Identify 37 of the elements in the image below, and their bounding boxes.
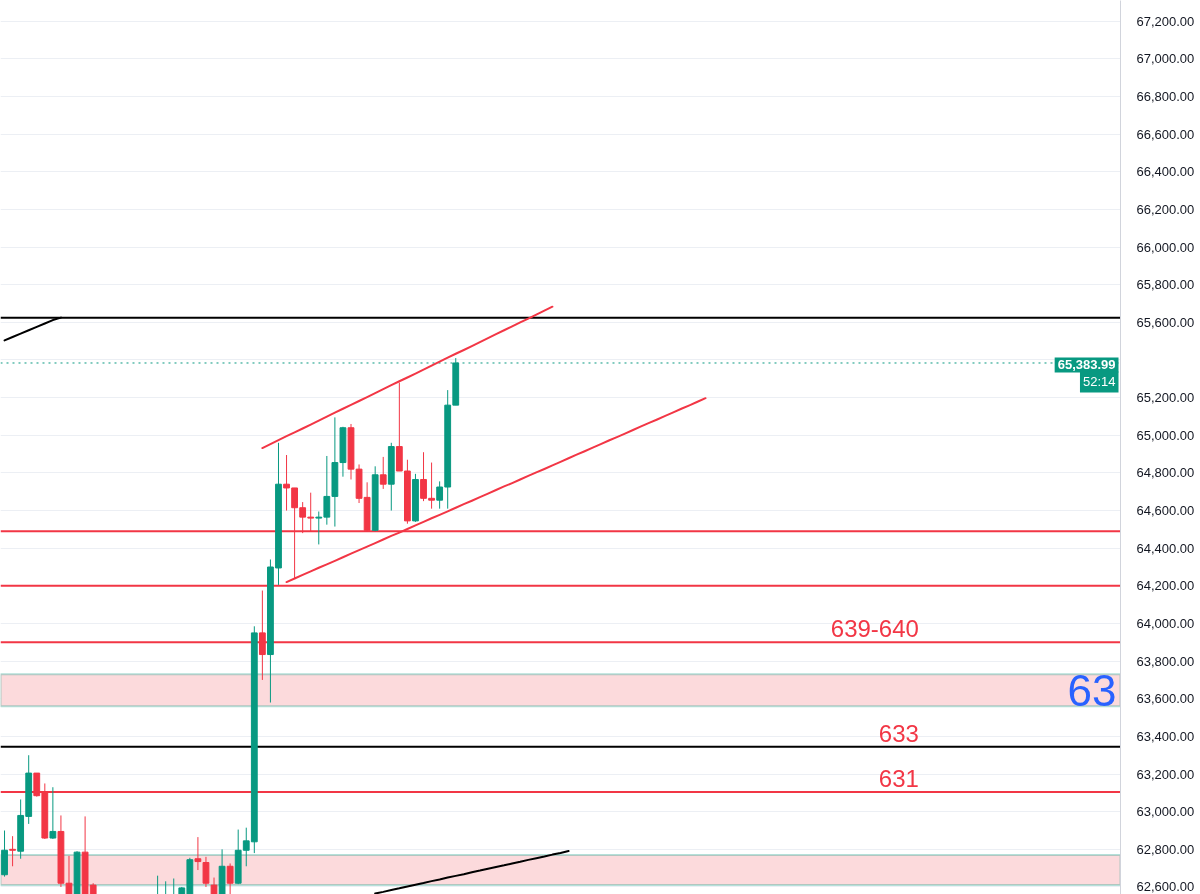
y-tick-label: 66,800.00 bbox=[1136, 88, 1195, 104]
y-tick-label: 65,600.00 bbox=[1136, 314, 1195, 330]
candlestick bbox=[202, 856, 210, 888]
candlestick bbox=[49, 786, 57, 840]
y-tick-label: 67,200.00 bbox=[1136, 13, 1195, 29]
annotation: 633 bbox=[878, 719, 919, 747]
y-tick-label: 66,000.00 bbox=[1136, 239, 1195, 255]
annotation: 639-640 bbox=[830, 615, 919, 643]
y-tick-label: 64,800.00 bbox=[1136, 465, 1195, 481]
y-tick-label: 63,200.00 bbox=[1136, 766, 1195, 782]
candlestick bbox=[379, 456, 387, 490]
ref-line-label: 65,383.99 bbox=[1057, 357, 1116, 373]
y-tick-label: 63,000.00 bbox=[1136, 804, 1195, 820]
y-tick-label: 64,000.00 bbox=[1136, 615, 1195, 631]
y-tick-label: 64,600.00 bbox=[1136, 503, 1195, 519]
y-tick-label: 62,600.00 bbox=[1136, 879, 1195, 894]
y-tick-label: 63,400.00 bbox=[1136, 728, 1195, 744]
y-tick-label: 62,800.00 bbox=[1136, 841, 1195, 857]
y-tick-label: 66,400.00 bbox=[1136, 164, 1195, 180]
candlestick bbox=[9, 835, 16, 867]
y-tick-label: 65,200.00 bbox=[1136, 390, 1195, 406]
y-tick-label: 65,000.00 bbox=[1136, 427, 1195, 443]
candlestick bbox=[194, 836, 202, 871]
y-tick-label: 66,600.00 bbox=[1136, 126, 1195, 142]
band-label: 63 bbox=[1067, 665, 1117, 715]
y-tick-label: 66,200.00 bbox=[1136, 201, 1195, 217]
y-tick-label: 63,600.00 bbox=[1136, 691, 1195, 707]
y-tick-label: 63,800.00 bbox=[1136, 653, 1195, 669]
annotation: 631 bbox=[878, 764, 919, 792]
line-series bbox=[374, 850, 570, 894]
annotation: 52:14 bbox=[1082, 374, 1116, 390]
candlestick bbox=[226, 862, 234, 894]
line-series bbox=[261, 305, 554, 450]
y-tick-label: 64,400.00 bbox=[1136, 540, 1195, 556]
y-tick-label: 64,200.00 bbox=[1136, 578, 1195, 594]
y-tick-label: 65,800.00 bbox=[1136, 277, 1195, 293]
y-tick-label: 67,000.00 bbox=[1136, 51, 1195, 67]
